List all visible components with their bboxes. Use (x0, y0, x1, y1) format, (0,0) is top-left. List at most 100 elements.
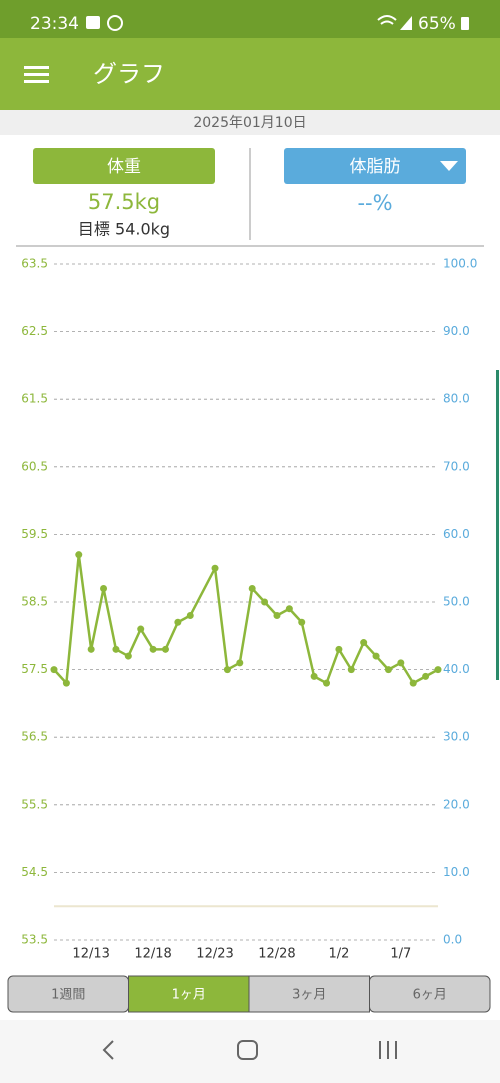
weight-value: 57.5kg (88, 190, 160, 214)
battery-icon (461, 17, 469, 30)
weight-point (285, 605, 293, 613)
tab-bar: 1週間 1ヶ月 3ヶ月 6ヶ月 (7, 975, 491, 1013)
status-icon (107, 15, 123, 31)
dropdown-arrow (440, 161, 458, 171)
weight-point (384, 666, 392, 674)
wifi-icon (377, 15, 397, 25)
menu-line (24, 73, 49, 76)
y-tick-label: 57.5 (21, 662, 48, 676)
weight-point (323, 679, 331, 687)
weight-point (174, 618, 182, 626)
y2-tick-label: 20.0 (443, 797, 470, 811)
nav-bar (0, 1020, 500, 1083)
weight-point (62, 679, 70, 687)
tab-label: 1ヶ月 (172, 988, 206, 1003)
y2-tick-label: 50.0 (443, 595, 470, 609)
fat-value: --% (357, 191, 392, 215)
fat-button[interactable] (284, 148, 466, 184)
date: 2025年01月10日 (193, 115, 306, 131)
status-icon (86, 16, 100, 29)
y-tick-label: 63.5 (21, 257, 48, 271)
weight-point (248, 584, 256, 592)
tab-label: 3ヶ月 (292, 988, 326, 1003)
weight-point (100, 584, 108, 592)
weight-point (75, 551, 83, 559)
x-tick-label: 12/18 (134, 947, 171, 962)
weight-point (409, 679, 417, 687)
home-button[interactable] (237, 1040, 258, 1060)
y2-tick-label: 0.0 (443, 933, 462, 947)
battery-text: 65% (418, 14, 456, 34)
x-tick-label: 12/28 (258, 947, 295, 962)
x-tick-label: 12/23 (196, 947, 233, 962)
y-tick-label: 53.5 (21, 933, 48, 947)
weight-point (372, 652, 380, 660)
y2-tick-label: 10.0 (443, 865, 470, 879)
weight-goal: 目標 54.0kg (78, 220, 170, 239)
status-time: 23:34 (30, 14, 79, 34)
weight-point (223, 666, 231, 674)
y2-tick-label: 90.0 (443, 324, 470, 338)
weight-point (335, 645, 343, 653)
y2-tick-label: 70.0 (443, 459, 470, 473)
weight-point (434, 666, 442, 674)
weight-point (87, 645, 95, 653)
x-tick-label: 1/2 (328, 947, 349, 962)
tab-label: 6ヶ月 (413, 988, 447, 1003)
y-tick-label: 59.5 (21, 527, 48, 541)
y-tick-label: 54.5 (21, 865, 48, 879)
weight-button[interactable] (33, 148, 215, 184)
date-strip (0, 110, 500, 135)
weight-button-label: 体重 (107, 157, 141, 177)
y-tick-label: 55.5 (21, 797, 48, 811)
y-tick-label: 62.5 (21, 324, 48, 338)
weight-point (347, 666, 355, 674)
tab-label: 1週間 (51, 988, 85, 1003)
weight-point (161, 645, 169, 653)
weight-point (310, 672, 318, 680)
weight-point (261, 598, 269, 606)
weight-point (236, 659, 244, 667)
weight-point (422, 672, 430, 680)
y2-tick-label: 60.0 (443, 527, 470, 541)
weight-point (298, 618, 306, 626)
menu-line (24, 66, 49, 69)
y-tick-label: 60.5 (21, 459, 48, 473)
weight-point (149, 645, 157, 653)
y-tick-label: 58.5 (21, 595, 48, 609)
weight-point (211, 564, 219, 572)
app-bar (0, 38, 500, 110)
weight-line (53, 553, 439, 685)
y2-tick-label: 100.0 (443, 257, 477, 271)
menu-button[interactable] (24, 66, 49, 83)
tab[interactable] (369, 975, 491, 1013)
y-tick-label: 56.5 (21, 730, 48, 744)
app-title: グラフ (93, 60, 165, 88)
tab[interactable] (128, 975, 250, 1013)
weight-point (112, 645, 120, 653)
back-button[interactable] (102, 1040, 114, 1060)
status-bar (0, 0, 500, 38)
menu-line (24, 80, 49, 83)
weight-point (137, 625, 145, 633)
weight-point (50, 666, 58, 674)
weight-point (360, 639, 368, 647)
weight-point (273, 612, 281, 620)
x-tick-label: 1/7 (390, 947, 411, 962)
y2-tick-label: 40.0 (443, 662, 470, 676)
y2-tick-label: 30.0 (443, 730, 470, 744)
signal-icon (400, 16, 412, 30)
tab[interactable] (248, 975, 370, 1013)
recents-button[interactable] (379, 1041, 397, 1059)
weight-point (186, 612, 194, 620)
weight-point (124, 652, 132, 660)
x-tick-label: 12/13 (72, 947, 109, 962)
weight-point (397, 659, 405, 667)
y-tick-label: 61.5 (21, 392, 48, 406)
scrollbar (496, 370, 499, 680)
chart: 53.5 54.5 55.5 56.5 57.5 58.5 59.5 60.5 61.5 62.5… (21, 257, 477, 962)
fat-button-label: 体脂肪 (350, 157, 401, 177)
y2-tick-label: 80.0 (443, 392, 470, 406)
